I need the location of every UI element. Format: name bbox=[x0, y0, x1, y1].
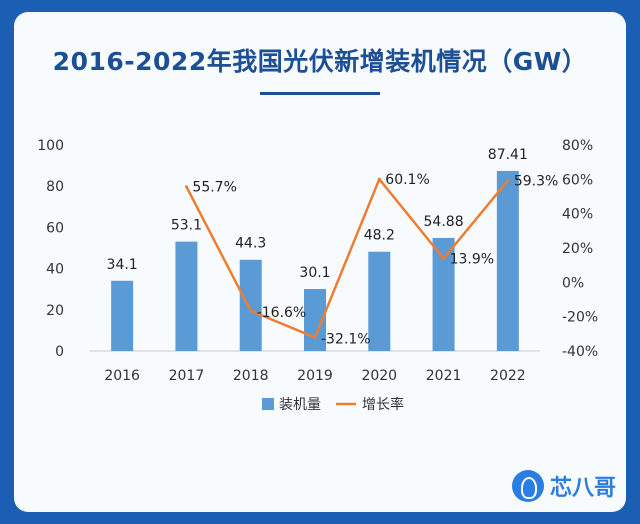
brand-logo: 芯八哥 bbox=[512, 468, 616, 504]
y-left-tick-label: 100 bbox=[37, 138, 64, 154]
line-data-label: 60.1% bbox=[385, 172, 429, 188]
growth-point-2022 bbox=[506, 179, 510, 183]
line-data-label: -32.1% bbox=[321, 331, 371, 347]
growth-point-2021 bbox=[442, 256, 446, 260]
legend-label-bar: 装机量 bbox=[279, 397, 321, 413]
growth-rate-line bbox=[185, 177, 509, 339]
bar-data-label: 44.3 bbox=[235, 236, 266, 252]
y-right-tick-label: 0% bbox=[562, 275, 584, 291]
x-tick-label: 2018 bbox=[233, 368, 269, 384]
x-tick-label: 2017 bbox=[169, 368, 205, 384]
growth-point-2018 bbox=[249, 309, 253, 313]
bar-data-label: 87.41 bbox=[488, 147, 528, 163]
y-right-tick-label: 40% bbox=[562, 207, 593, 223]
x-tick-label: 2021 bbox=[426, 368, 462, 384]
legend-label-line: 增长率 bbox=[362, 396, 404, 413]
y-left-tick-label: 0 bbox=[55, 344, 64, 360]
line-data-label: 55.7% bbox=[192, 180, 236, 196]
line-data-label: 59.3% bbox=[514, 174, 558, 190]
bar-data-label: 48.2 bbox=[364, 228, 395, 244]
y-left-tick-label: 60 bbox=[46, 220, 64, 236]
line-data-label: -16.6% bbox=[257, 305, 307, 321]
growth-point-2020 bbox=[377, 177, 381, 181]
y-right-tick-label: 80% bbox=[562, 138, 593, 154]
y-right-tick-label: -20% bbox=[562, 310, 598, 326]
bar-2016 bbox=[111, 280, 134, 351]
x-tick-label: 2022 bbox=[490, 368, 526, 384]
y-left-tick-label: 80 bbox=[46, 179, 64, 195]
y-left-tick-label: 20 bbox=[46, 303, 64, 319]
y-left-tick-label: 40 bbox=[46, 262, 64, 278]
line-data-label: 13.9% bbox=[450, 251, 494, 267]
bar-data-label: 34.1 bbox=[107, 257, 138, 273]
title-underline bbox=[260, 92, 380, 95]
legend-swatch-bar bbox=[262, 398, 274, 410]
y-right-tick-label: -40% bbox=[562, 344, 598, 360]
bar-2020 bbox=[368, 251, 391, 351]
x-tick-label: 2019 bbox=[297, 368, 333, 384]
bar-2021 bbox=[432, 237, 455, 351]
bird-logo-icon bbox=[512, 470, 544, 502]
x-tick-label: 2020 bbox=[361, 368, 397, 384]
bar-data-label: 30.1 bbox=[299, 265, 330, 281]
x-tick-label: 2016 bbox=[104, 368, 140, 384]
y-right-tick-label: 60% bbox=[562, 172, 593, 188]
bar-data-label: 54.88 bbox=[424, 214, 464, 230]
growth-point-2019 bbox=[313, 335, 317, 339]
bar-2017 bbox=[175, 241, 198, 351]
bar-data-label: 53.1 bbox=[171, 218, 202, 234]
growth-point-2017 bbox=[184, 185, 188, 189]
chart-card: 2016-2022年我国光伏新增装机情况（GW） 0 20 40 60 80 100 -40… bbox=[14, 12, 626, 512]
bar-2018 bbox=[239, 259, 262, 351]
combo-chart: 0 20 40 60 80 100 -40% -20% 0% 20% 40% 60% 80% 34.1 53… bbox=[37, 138, 598, 413]
y-right-tick-label: 20% bbox=[562, 241, 593, 257]
chart-title: 2016-2022年我国光伏新增装机情况（GW） bbox=[52, 47, 588, 76]
bar-2022 bbox=[496, 170, 519, 351]
brand-name: 芯八哥 bbox=[550, 476, 617, 501]
